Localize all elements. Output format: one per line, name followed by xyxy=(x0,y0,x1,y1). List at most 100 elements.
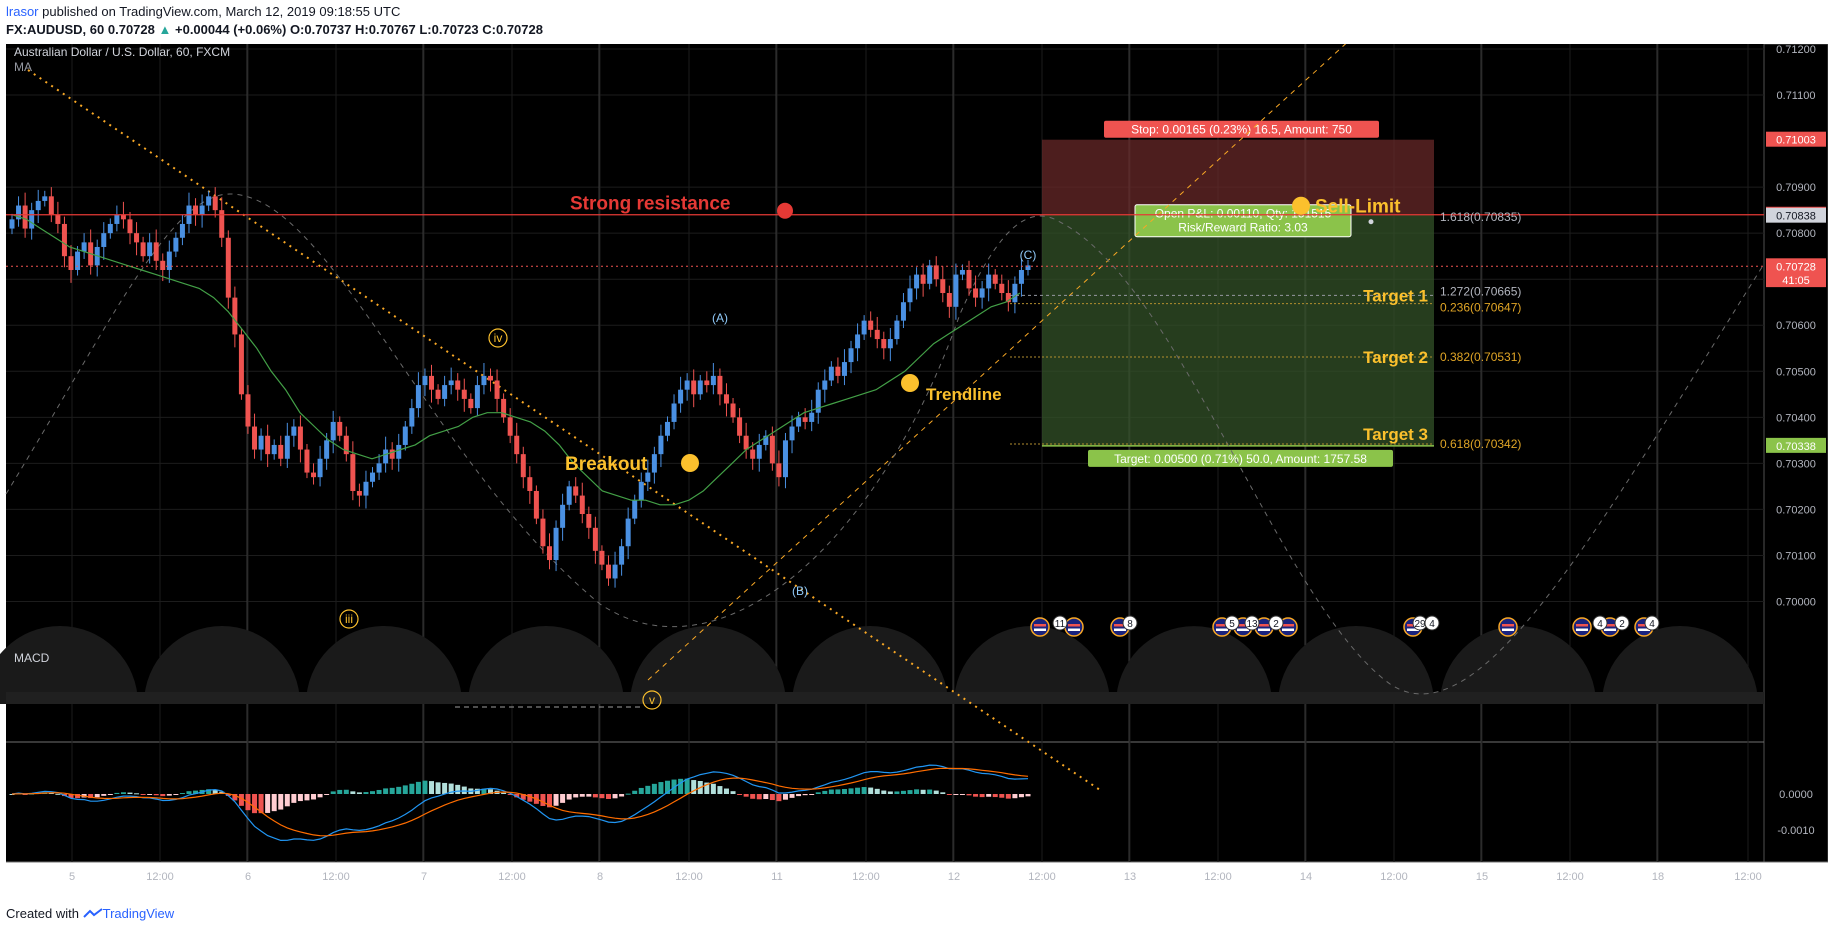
stop-zone[interactable] xyxy=(1042,139,1434,215)
candle-body xyxy=(514,435,520,455)
candle-body xyxy=(363,481,369,496)
event-flag-icon[interactable] xyxy=(1572,617,1592,637)
macd-histogram-bar xyxy=(861,787,867,794)
target-zone[interactable] xyxy=(1042,214,1434,446)
macd-histogram-bar xyxy=(343,789,349,794)
wave-label: iii xyxy=(345,612,353,626)
flag-stripe xyxy=(1604,624,1616,627)
time-tick: 12:00 xyxy=(675,871,703,883)
macd-histogram-bar xyxy=(1025,794,1031,797)
candle-body xyxy=(658,435,664,455)
macd-histogram-bar xyxy=(776,794,782,802)
event-flag-icon[interactable] xyxy=(1064,617,1084,637)
moon-arc xyxy=(1278,626,1434,704)
time-tick: 12:00 xyxy=(498,871,526,883)
candle-body xyxy=(959,269,965,275)
macd-histogram-bar xyxy=(507,794,513,796)
candle-body xyxy=(625,518,631,547)
candle-body xyxy=(402,426,408,445)
price-axis[interactable] xyxy=(1764,44,1828,862)
macd-histogram-bar xyxy=(68,794,74,799)
price-tick: 0.71100 xyxy=(1777,90,1816,102)
event-count-badge xyxy=(1122,615,1138,631)
candle-body xyxy=(193,205,199,215)
flag-stripe xyxy=(1638,624,1650,627)
candle-body xyxy=(258,435,264,450)
ma-legend: MA xyxy=(14,60,32,74)
macd-histogram-bar xyxy=(973,794,979,797)
entry-handle[interactable] xyxy=(1368,219,1374,225)
macd-histogram-bar xyxy=(796,794,802,797)
price-tick: 0.70100 xyxy=(1776,550,1816,562)
drawings-layer xyxy=(5,44,1765,791)
candle-body xyxy=(940,279,946,294)
macd-histogram-bar xyxy=(881,790,887,794)
candle-body xyxy=(632,500,638,519)
event-flag-icon[interactable] xyxy=(1030,617,1050,637)
macd-histogram-bar xyxy=(573,794,579,798)
candle-body xyxy=(238,334,244,395)
low-value: 0.70723 xyxy=(431,22,479,37)
candle-body xyxy=(717,375,723,395)
candle-body xyxy=(822,380,828,390)
candle-body xyxy=(232,297,238,335)
moon-arc xyxy=(630,626,786,704)
candle-body xyxy=(553,527,559,561)
flag-stripe xyxy=(1034,628,1046,631)
horizontal-levels: 1.618(0.70835) 1.272(0.70665) 0.236(0.7064… xyxy=(6,210,1764,451)
candle-body xyxy=(605,564,611,579)
macd-histogram-bar xyxy=(356,792,362,794)
macd-histogram-bar xyxy=(782,794,788,800)
macd-histogram-bar xyxy=(737,794,743,795)
macd-histogram-bar xyxy=(258,794,264,814)
macd-histogram-bar xyxy=(809,794,815,795)
moon-arc xyxy=(1602,626,1758,704)
macd-histogram-bar xyxy=(828,789,834,794)
candle-body xyxy=(422,375,428,386)
chart-background xyxy=(6,44,1764,862)
macd-histogram-bar xyxy=(265,794,271,813)
candle-body xyxy=(560,504,566,528)
author-link[interactable]: lrasor xyxy=(6,4,39,19)
candle-body xyxy=(501,398,507,418)
candle-body xyxy=(120,214,126,220)
candle-body xyxy=(356,490,362,496)
event-count-badge xyxy=(1644,615,1660,631)
time-tick: 12:00 xyxy=(1028,871,1056,883)
candle-body xyxy=(664,421,670,436)
candle-body xyxy=(776,463,782,478)
candle-body xyxy=(140,242,146,257)
high-value: 0.70767 xyxy=(368,22,416,37)
time-tick: 14 xyxy=(1300,871,1312,883)
candle-body xyxy=(35,200,41,211)
flag-stripe xyxy=(1237,624,1249,627)
macd-histogram-bar xyxy=(238,794,244,806)
candle-body xyxy=(134,233,140,243)
chart-canvas[interactable]: Stop: 0.00165 (0.23%) 16.5, Amount: 750 T… xyxy=(0,44,1828,906)
low-label: L: xyxy=(419,22,432,37)
sell-limit-label: Sell-Limit xyxy=(1315,197,1401,218)
wave-label: (A) xyxy=(712,311,728,325)
event-flag-icon[interactable] xyxy=(1498,617,1518,637)
price-badge xyxy=(1766,131,1826,147)
macd-histogram-bar xyxy=(48,792,54,794)
macd-histogram-bar xyxy=(887,791,893,794)
macd-histogram-bar xyxy=(966,794,972,796)
macd-histogram-bar xyxy=(717,786,723,794)
annotation-labels: Strong resistance Sell-Limit Breakout Trend… xyxy=(339,194,1428,710)
candle-body xyxy=(350,454,356,491)
macd-histogram-bar xyxy=(147,794,153,795)
candle-body xyxy=(153,242,159,261)
flag-stripe xyxy=(1502,628,1514,631)
macd-histogram-bar xyxy=(501,792,507,794)
brand-link[interactable]: TradingView xyxy=(102,906,175,921)
short-position-tool[interactable]: Stop: 0.00165 (0.23%) 16.5, Amount: 750 T… xyxy=(1042,120,1434,467)
price-badge xyxy=(1766,437,1826,453)
candle-body xyxy=(29,210,35,229)
candle-body xyxy=(435,389,441,399)
macd-histogram-bar xyxy=(520,794,526,800)
macd-histogram-bar xyxy=(632,790,638,794)
last-price: 0.70728 xyxy=(107,22,155,37)
macd-histogram-bar xyxy=(789,794,795,798)
candle-body xyxy=(507,417,513,436)
